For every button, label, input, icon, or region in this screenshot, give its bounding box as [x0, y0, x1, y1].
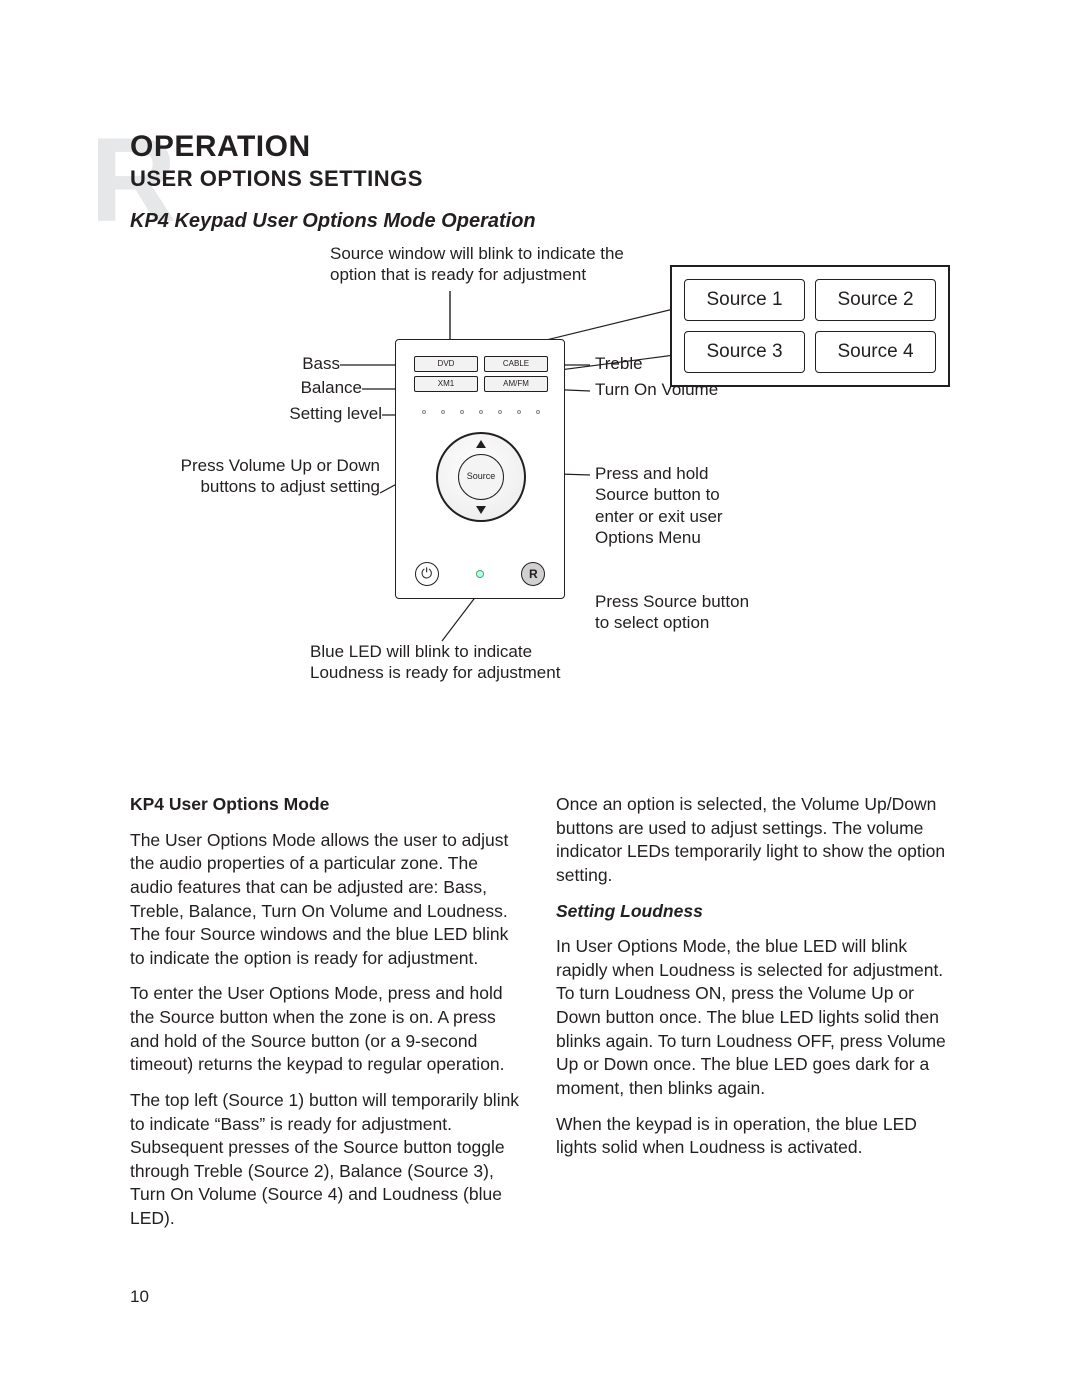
led-dot: [441, 410, 445, 414]
label-bass: Bass: [130, 353, 340, 374]
led-dot: [498, 410, 502, 414]
body-columns: KP4 User Options Mode The User Options M…: [130, 793, 950, 1243]
keypad-src-dvd[interactable]: DVD: [414, 356, 478, 372]
keypad-diagram: Source window will blink to indicate the…: [130, 243, 950, 763]
source-button[interactable]: Source: [458, 454, 504, 500]
keypad-bottom-row: ⏻ R: [396, 562, 564, 586]
heading-subtitle: KP4 Keypad User Options Mode Operation: [130, 210, 950, 233]
heading-block: OPERATION USER OPTIONS SETTINGS KP4 Keyp…: [130, 130, 950, 233]
kp4-mode-heading: KP4 User Options Mode: [130, 793, 524, 817]
srcmap-source-2: Source 2: [815, 279, 936, 321]
keypad-device: DVD CABLE XM1 AM/FM Source ⏻: [395, 339, 565, 599]
led-dot: [460, 410, 464, 414]
led-dot: [479, 410, 483, 414]
body-para: In User Options Mode, the blue LED will …: [556, 935, 950, 1100]
heading-operation: OPERATION: [130, 130, 950, 164]
volume-wheel[interactable]: Source: [436, 432, 526, 522]
srcmap-source-1: Source 1: [684, 279, 805, 321]
keypad-src-xm1[interactable]: XM1: [414, 376, 478, 392]
page-content: OPERATION USER OPTIONS SETTINGS KP4 Keyp…: [130, 130, 950, 1243]
led-dot: [422, 410, 426, 414]
volume-up-icon: [476, 440, 486, 448]
power-button[interactable]: ⏻: [415, 562, 439, 586]
label-setting-level: Setting level: [130, 403, 382, 424]
caption-bottom: Blue LED will blink to indicate Loudness…: [310, 641, 610, 684]
body-para: When the keypad is in operation, the blu…: [556, 1113, 950, 1160]
keypad-led-row: [422, 410, 540, 414]
keypad-src-cable[interactable]: CABLE: [484, 356, 548, 372]
label-balance: Balance: [130, 377, 362, 398]
body-para: The top left (Source 1) button will temp…: [130, 1089, 524, 1231]
keypad-source-grid: DVD CABLE XM1 AM/FM: [414, 356, 548, 392]
volume-down-icon: [476, 506, 486, 514]
srcmap-source-3: Source 3: [684, 331, 805, 373]
body-para: To enter the User Options Mode, press an…: [130, 982, 524, 1077]
led-dot: [536, 410, 540, 414]
column-right: Once an option is selected, the Volume U…: [556, 793, 950, 1243]
source-map-panel: Source 1 Source 2 Source 3 Source 4: [670, 265, 950, 387]
body-para: Once an option is selected, the Volume U…: [556, 793, 950, 888]
label-press-volume: Press Volume Up or Down buttons to adjus…: [130, 455, 380, 498]
brand-logo-icon: R: [521, 562, 545, 586]
label-press-source: Press Source button to select option: [595, 591, 755, 634]
body-para: The User Options Mode allows the user to…: [130, 829, 524, 971]
page-number: 10: [130, 1287, 149, 1307]
label-press-hold: Press and hold Source button to enter or…: [595, 463, 755, 548]
blue-led-icon: [476, 570, 484, 578]
setting-loudness-heading: Setting Loudness: [556, 900, 950, 924]
keypad-src-amfm[interactable]: AM/FM: [484, 376, 548, 392]
led-dot: [517, 410, 521, 414]
srcmap-source-4: Source 4: [815, 331, 936, 373]
caption-top: Source window will blink to indicate the…: [330, 243, 650, 286]
heading-user-options: USER OPTIONS SETTINGS: [130, 166, 950, 192]
column-left: KP4 User Options Mode The User Options M…: [130, 793, 524, 1243]
